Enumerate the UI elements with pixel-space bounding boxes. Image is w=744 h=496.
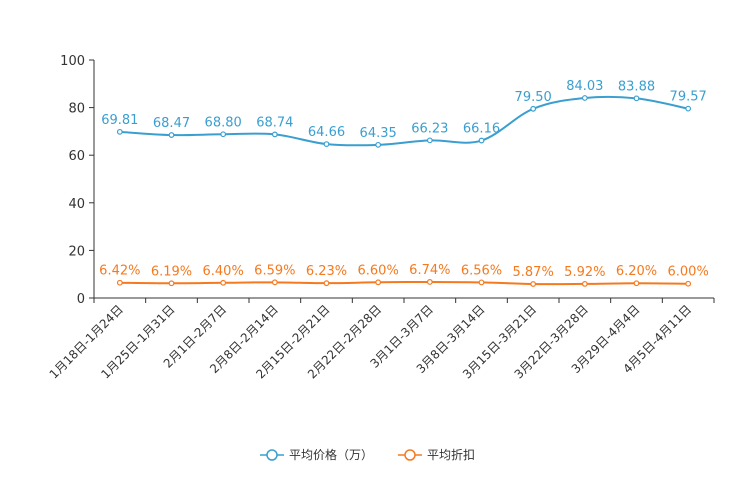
data-point: [685, 280, 692, 287]
data-point: [581, 95, 588, 101]
data-point: [168, 132, 175, 138]
data-point: [478, 279, 485, 286]
data-point: [116, 279, 123, 286]
y-tick-label: 60: [68, 149, 85, 164]
data-point: [530, 105, 537, 112]
data-label: 84.03: [566, 79, 603, 94]
y-tick-label: 40: [68, 197, 85, 212]
y-tick-label: 80: [68, 102, 85, 117]
data-point: [323, 141, 330, 148]
data-label: 6.56%: [461, 263, 502, 278]
data-label: 83.88: [618, 79, 655, 94]
data-label: 6.40%: [203, 264, 244, 279]
legend-marker-icon: [266, 449, 278, 461]
y-tick-label: 0: [77, 292, 85, 307]
data-label: 6.59%: [254, 263, 295, 278]
data-point: [220, 131, 227, 138]
data-label: 68.47: [153, 116, 190, 131]
data-point: [220, 279, 227, 286]
data-label: 5.92%: [564, 265, 605, 280]
data-point: [685, 105, 692, 112]
data-label: 66.23: [411, 121, 448, 136]
data-label: 64.35: [360, 126, 397, 141]
legend-item-discount[interactable]: 平均折扣: [398, 447, 475, 462]
data-label: 6.23%: [306, 264, 347, 279]
data-label: 6.19%: [151, 264, 192, 279]
data-label: 79.57: [670, 90, 707, 105]
data-label: 6.74%: [409, 263, 450, 278]
data-point: [375, 141, 382, 148]
data-label: 69.81: [101, 113, 138, 128]
axes: 0204060801001月18日-1月24日1月25日-1月31日2月1日-2…: [47, 54, 715, 382]
data-point: [426, 137, 433, 144]
series-0: 69.81 68.47 68.80 68.74 64.66 64.35 66.23 66.16…: [101, 79, 707, 148]
data-point: [633, 95, 640, 102]
data-label: 79.50: [515, 90, 552, 105]
legend-label: 平均折扣: [427, 447, 475, 462]
data-label: 6.60%: [358, 263, 399, 278]
data-point: [530, 281, 537, 287]
data-point: [168, 280, 175, 287]
data-label: 6.00%: [668, 265, 709, 280]
legend-item-price[interactable]: 平均价格（万）: [260, 447, 373, 462]
data-point: [581, 281, 588, 287]
data-label: 66.16: [463, 122, 500, 137]
data-label: 64.66: [308, 125, 345, 140]
data-point: [478, 137, 485, 144]
data-label: 68.74: [256, 115, 293, 130]
y-tick-label: 20: [68, 244, 85, 259]
data-label: 6.42%: [99, 264, 140, 279]
data-point: [426, 279, 433, 285]
legend-marker-icon: [404, 449, 416, 461]
data-point: [633, 280, 640, 287]
y-tick-label: 100: [60, 54, 85, 69]
series-line: [119, 95, 689, 147]
data-point: [271, 279, 278, 286]
data-point: [323, 280, 330, 287]
data-point: [375, 279, 382, 286]
legend[interactable]: 平均价格（万） 平均折扣: [260, 447, 475, 462]
data-point: [271, 131, 278, 138]
data-label: 68.80: [205, 115, 242, 130]
data-label: 5.87%: [513, 265, 554, 280]
data-label: 6.20%: [616, 264, 657, 279]
series-layer: 69.81 68.47 68.80 68.74 64.66 64.35 66.23 66.16…: [99, 79, 709, 287]
legend-label: 平均价格（万）: [289, 447, 373, 462]
series-1: 6.42% 6.19% 6.40% 6.59% 6.23% 6.60% 6.74% 6.56%…: [99, 263, 709, 287]
data-point: [116, 128, 123, 135]
series-line: [119, 280, 689, 286]
